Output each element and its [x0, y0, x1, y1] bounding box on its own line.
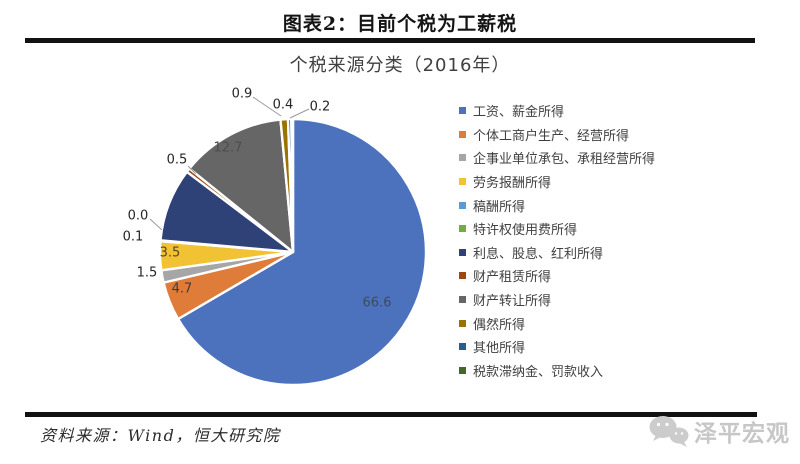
label-leader-line [289, 108, 310, 119]
legend-item: 特许权使用费所得 [459, 217, 655, 241]
legend-item: 工资、薪金所得 [459, 99, 655, 123]
legend-label: 特许权使用费所得 [473, 223, 578, 239]
figure-title: 图表2：目前个税为工薪税 [282, 13, 518, 35]
legend-label: 税款滞纳金、罚款收入 [473, 364, 604, 380]
legend-label: 财产租赁所得 [473, 270, 552, 286]
legend-swatch-icon [459, 130, 466, 138]
label-leader-line [187, 165, 197, 175]
legend-swatch-icon [459, 107, 466, 115]
legend-label: 偶然所得 [473, 317, 526, 333]
chart-legend: 工资、薪金所得个体工商户生产、经营所得企事业单位承包、承租经营所得 劳务报酬所得稿… [459, 99, 655, 382]
legend-swatch-icon [459, 319, 466, 327]
legend-label: 工资、薪金所得 [473, 105, 565, 121]
legend-swatch-icon [459, 225, 466, 233]
pie-slice [176, 117, 428, 387]
legend-label: 财产转让所得 [473, 294, 552, 310]
pie-slice [290, 117, 295, 254]
wechat-bubbles-icon [649, 416, 689, 447]
pie-data-label: 0.1 [123, 230, 144, 245]
source-note: 资料来源：Wind，恒大研究院 [40, 426, 281, 445]
legend-label: 个体工商户生产、经营所得 [473, 128, 630, 144]
legend-item: 利息、股息、红利所得 [459, 241, 655, 265]
pie-data-label: 4.7 [172, 282, 193, 297]
legend-item: 其他所得 [459, 335, 655, 359]
legend-label: 稿酬所得 [473, 199, 526, 215]
legend-swatch-icon [459, 178, 466, 186]
pie-slice [188, 118, 295, 254]
legend-item: 财产租赁所得 [459, 264, 655, 288]
brand-logo: 泽平宏观 [648, 414, 790, 448]
brand-name: 泽平宏观 [694, 421, 790, 447]
pie-data-label: 66.6 [363, 296, 392, 311]
pie-data-label: 0.5 [167, 153, 188, 168]
legend-item: 企事业单位承包、承租经营所得 [459, 146, 655, 170]
label-leader-line [149, 218, 163, 231]
legend-swatch-icon [459, 248, 466, 256]
pie-data-label: 12.7 [214, 141, 243, 156]
pie-data-label: 1.5 [137, 266, 158, 281]
pie-data-label: 3.5 [160, 246, 181, 261]
legend-swatch-icon [459, 296, 466, 304]
legend-item: 个体工商户生产、经营所得 [459, 123, 655, 147]
chart-title: 个税来源分类（2016年） [289, 55, 511, 76]
pie-data-label: 0.4 [273, 98, 294, 113]
legend-item: 偶然所得 [459, 311, 655, 335]
pie-chart: 66.6 4.7 1.53.5 0.1 0.0 0.5 12.7 0.9 0.4 0.2 [123, 87, 428, 387]
legend-label: 劳务报酬所得 [473, 176, 552, 192]
legend-swatch-icon [459, 201, 466, 209]
top-divider [25, 38, 755, 43]
label-leader-line [252, 96, 282, 117]
pie-data-label: 0.0 [128, 209, 149, 224]
legend-item: 财产转让所得 [459, 288, 655, 312]
legend-item: 税款滞纳金、罚款收入 [459, 359, 655, 383]
legend-label: 利息、股息、红利所得 [473, 246, 604, 262]
bottom-divider [25, 412, 757, 417]
pie-data-label: 0.2 [310, 100, 331, 115]
legend-label: 其他所得 [473, 341, 526, 357]
legend-swatch-icon [459, 272, 466, 280]
legend-swatch-icon [459, 343, 466, 351]
pie-data-label: 0.9 [232, 87, 253, 102]
legend-swatch-icon [459, 154, 466, 162]
legend-label: 企事业单位承包、承租经营所得 [473, 152, 656, 168]
legend-item: 劳务报酬所得 [459, 170, 655, 194]
legend-swatch-icon [459, 366, 466, 374]
legend-item: 稿酬所得 [459, 193, 655, 217]
